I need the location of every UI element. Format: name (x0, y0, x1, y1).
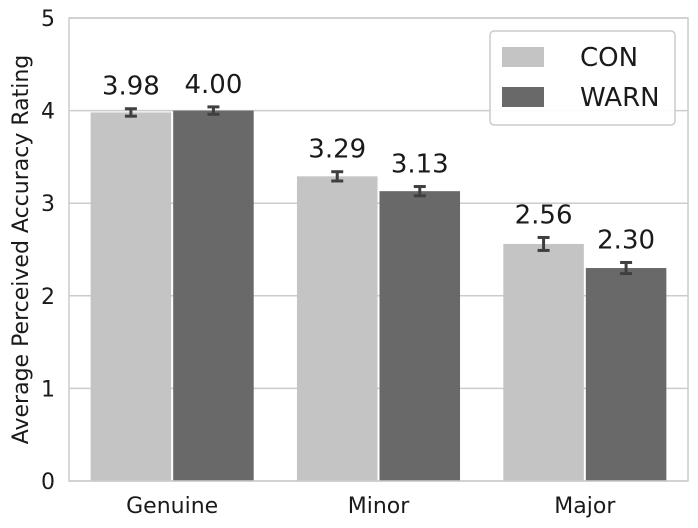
data-label: 3.29 (308, 135, 366, 165)
error-bar (413, 185, 426, 198)
data-label: 3.98 (102, 72, 160, 102)
bars (90, 110, 667, 482)
y-tick-label: 1 (41, 377, 55, 402)
error-bar (331, 170, 344, 183)
plot-frame (68, 17, 689, 482)
error-bar (124, 107, 137, 118)
y-tick-label: 5 (41, 7, 55, 32)
x-tick-label: Genuine (126, 494, 218, 519)
data-labels: 3.98 4.00 3.29 3.13 2.56 2.30 (102, 70, 655, 256)
data-label: 2.30 (597, 225, 655, 255)
bar-warn (173, 110, 254, 481)
x-tick-label: Major (554, 494, 616, 519)
y-tick-label: 4 (41, 100, 55, 125)
bar-warn (379, 191, 461, 482)
data-label: 4.00 (184, 70, 242, 100)
bar-con (296, 176, 378, 481)
legend-label-warn: WARN (580, 83, 660, 113)
bar-warn (585, 268, 667, 481)
error-bar (207, 105, 220, 116)
error-bars (124, 105, 633, 276)
legend: CON WARN (489, 30, 676, 126)
legend-swatch-con (502, 47, 544, 67)
y-tick-label: 3 (41, 192, 55, 217)
error-bar (537, 235, 550, 252)
y-tick-label: 2 (41, 285, 55, 310)
legend-label-con: CON (580, 43, 638, 73)
bar-con (503, 243, 584, 481)
data-label: 3.13 (391, 150, 449, 180)
x-tick-label: Minor (348, 494, 410, 519)
legend-swatch-warn (502, 87, 544, 107)
data-label: 2.56 (515, 200, 573, 230)
y-tick-label: 0 (41, 470, 55, 495)
bar-con (90, 112, 172, 482)
y-axis-title: Average Perceived Accuracy Rating (9, 55, 34, 445)
error-bar (620, 260, 633, 276)
x-tick-labels: Genuine Minor Major (126, 494, 616, 519)
y-tick-labels: 0 1 2 3 4 5 (41, 7, 55, 495)
